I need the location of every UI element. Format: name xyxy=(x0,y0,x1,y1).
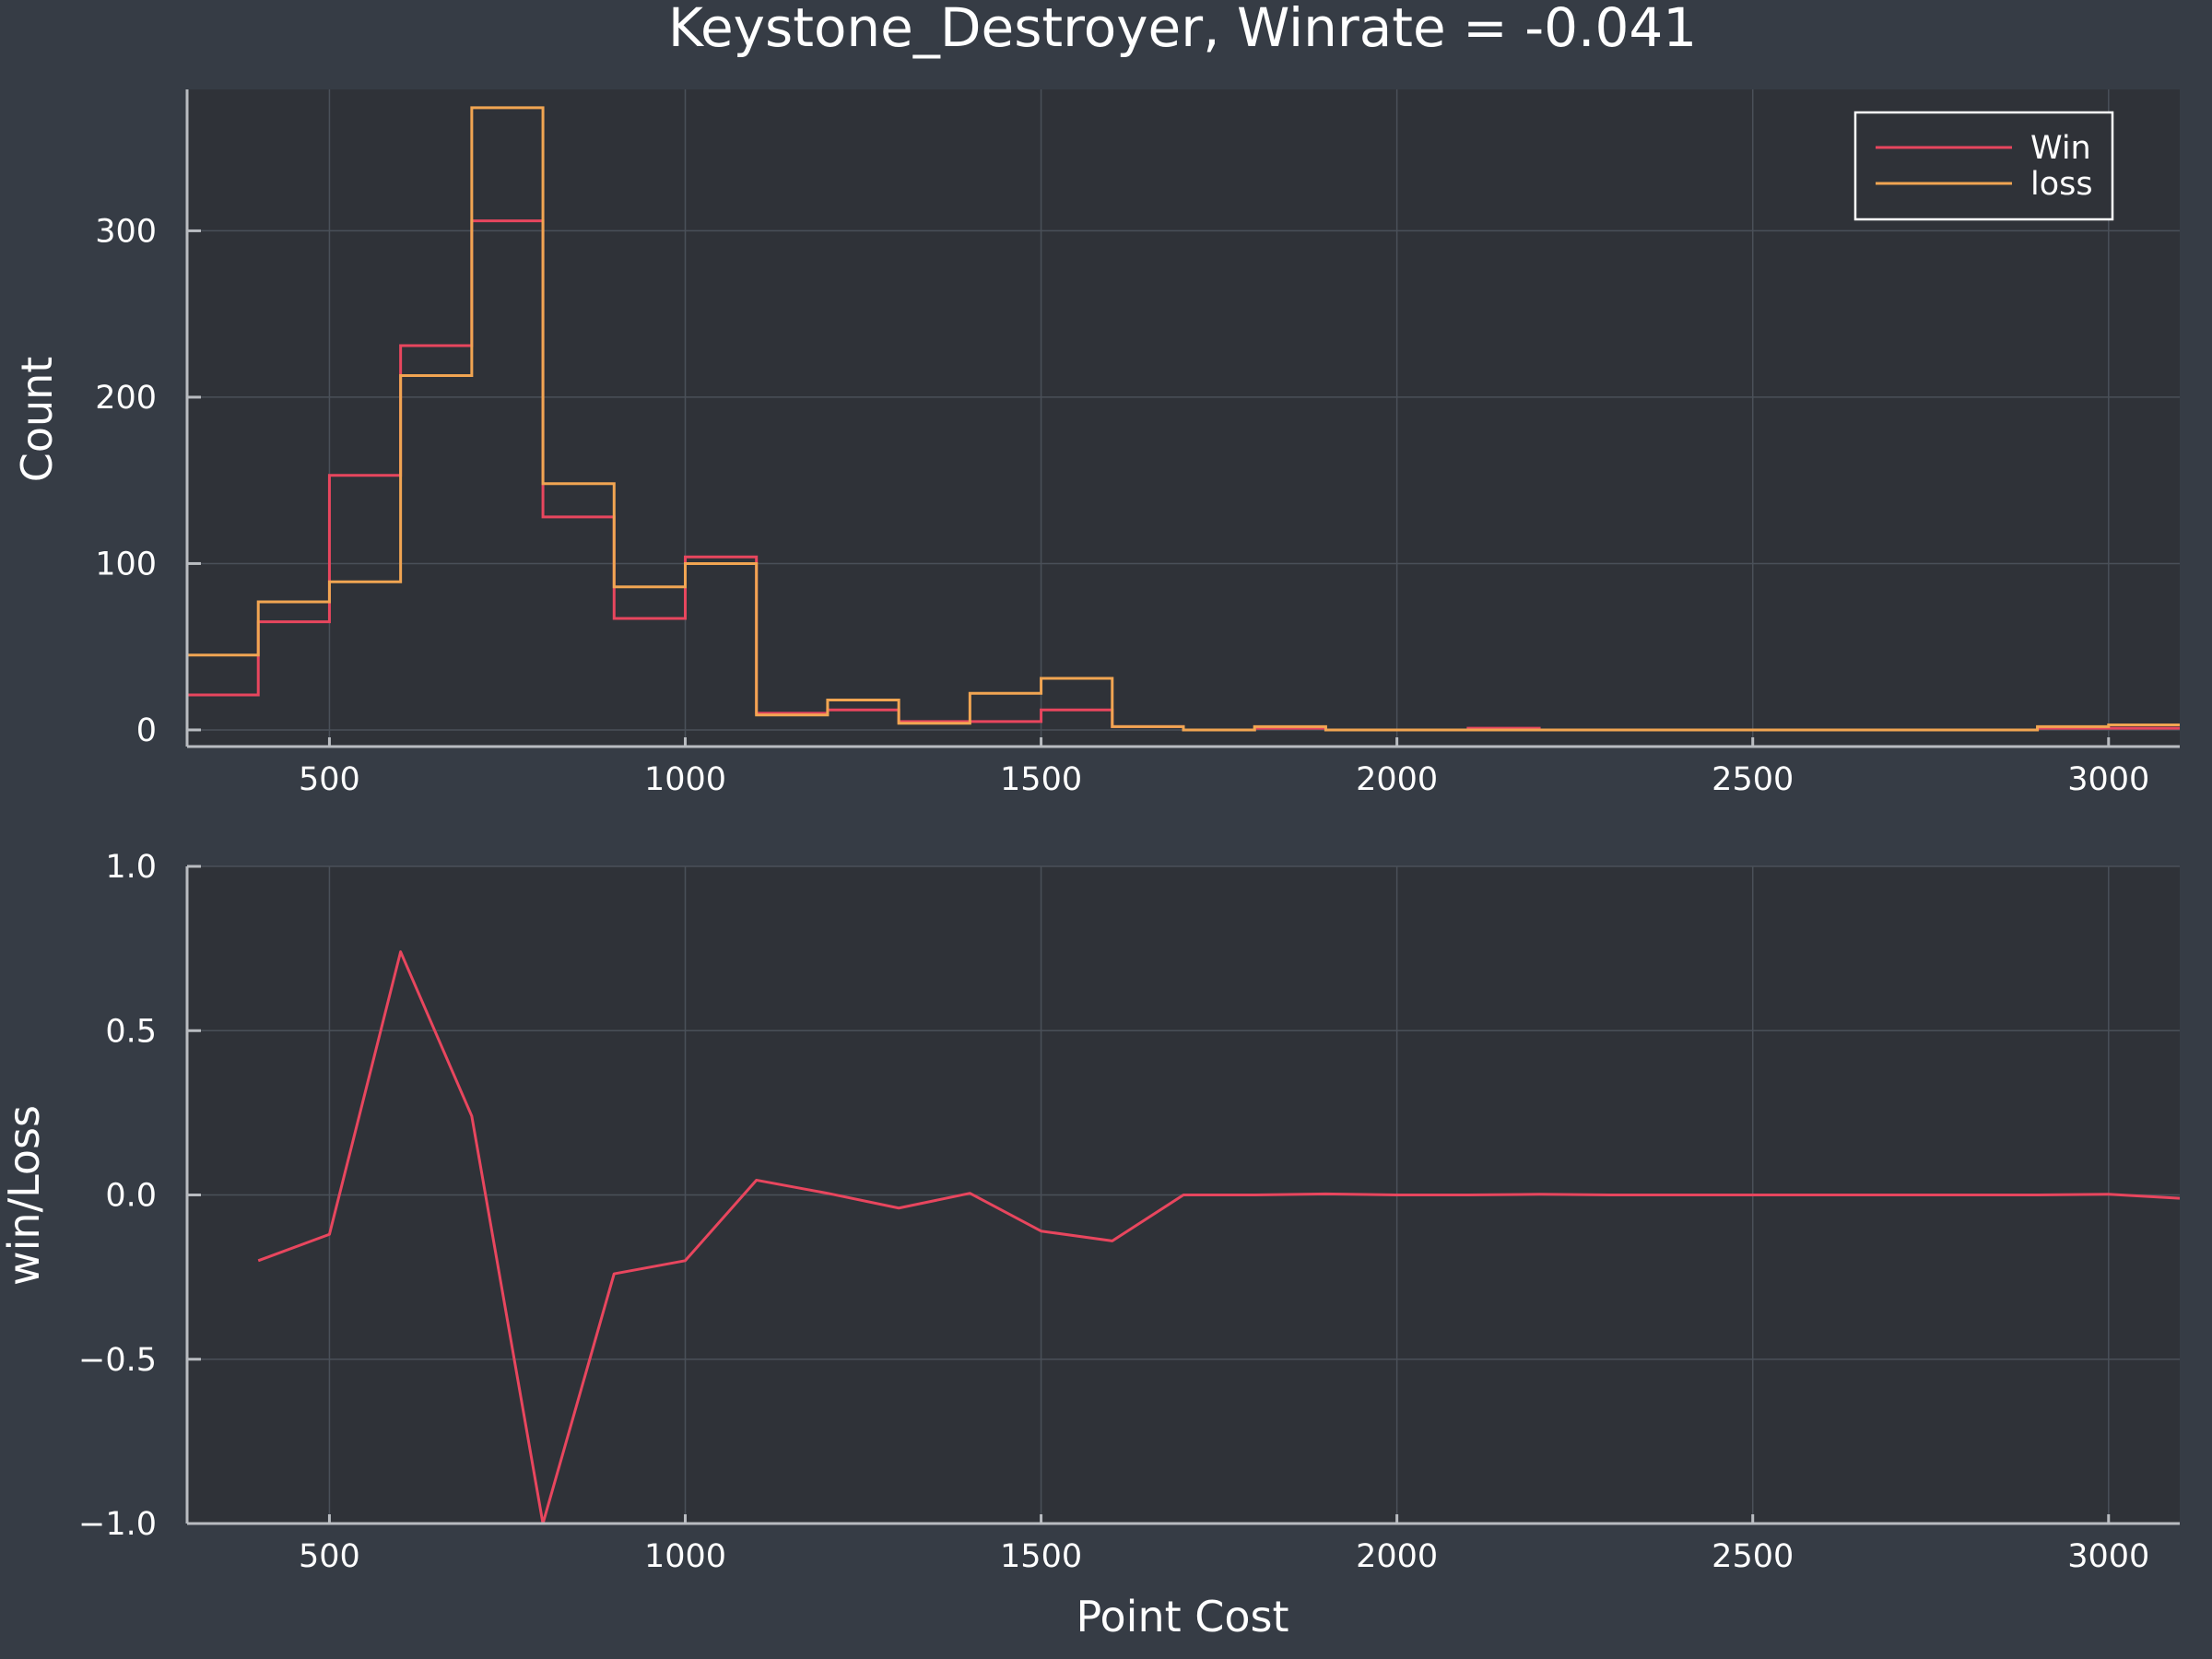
histogram-series-loss xyxy=(185,106,2180,732)
histogram-plot-area xyxy=(187,89,2180,747)
histogram-x-tick-label: 1500 xyxy=(1000,761,1082,798)
histogram-x-tick-label: 3000 xyxy=(2067,761,2149,798)
winloss-x-tick-label: 1000 xyxy=(644,1538,726,1575)
histogram-y-tick-label: 100 xyxy=(95,546,157,582)
legend-box xyxy=(1853,111,2114,221)
histogram-y-tick-label: 0 xyxy=(136,712,157,749)
histogram-y-label: Count xyxy=(12,357,62,483)
winloss-line xyxy=(257,950,2181,1525)
histogram-x-tick-label: 2500 xyxy=(1712,761,1794,798)
winloss-y-tick-label: 0.0 xyxy=(105,1178,157,1215)
legend-label-win: Win xyxy=(2030,130,2091,167)
histogram-x-ticks: 500 1000 1500 2000 2500 3000 xyxy=(299,737,2149,798)
winloss-x-tick-label: 1500 xyxy=(1000,1538,1082,1575)
histogram-series xyxy=(185,106,2180,732)
legend-label-loss: loss xyxy=(2030,166,2093,203)
winloss-x-label: Point Cost xyxy=(1076,1592,1288,1641)
histogram-panel: 500 1000 1500 2000 2500 3000 0 100 200 300 Count… xyxy=(12,89,2180,798)
winloss-y-label: win/Loss xyxy=(0,1105,49,1286)
histogram-y-ticks: 0 100 200 300 xyxy=(95,213,201,749)
winloss-x-tick-label: 2500 xyxy=(1712,1538,1794,1575)
histogram-y-tick-label: 200 xyxy=(95,380,157,417)
winloss-y-tick-label: −0.5 xyxy=(78,1342,157,1379)
winloss-x-tick-label: 2000 xyxy=(1356,1538,1438,1575)
histogram-x-tick-label: 500 xyxy=(299,761,360,798)
winloss-x-tick-label: 500 xyxy=(299,1538,360,1575)
winloss-x-tick-label: 3000 xyxy=(2067,1538,2149,1575)
winloss-panel: 500 1000 1500 2000 2500 3000 1.0 0.5 0.0 −0.5 −1.… xyxy=(0,849,2181,1641)
winloss-y-ticks: 1.0 0.5 0.0 −0.5 −1.0 xyxy=(78,849,201,1543)
histogram-x-tick-label: 2000 xyxy=(1356,761,1438,798)
winloss-y-tick-label: 0.5 xyxy=(105,1013,157,1050)
chart-title: Keystone_Destroyer, Winrate = -0.041 xyxy=(668,0,1697,59)
legend: Win loss xyxy=(1853,111,2114,221)
winloss-y-tick-label: 1.0 xyxy=(105,849,157,886)
histogram-x-tick-label: 1000 xyxy=(644,761,726,798)
winloss-series xyxy=(257,950,2181,1525)
winloss-x-ticks: 500 1000 1500 2000 2500 3000 xyxy=(299,1514,2149,1575)
histogram-y-tick-label: 300 xyxy=(95,213,157,250)
winloss-y-tick-label: −1.0 xyxy=(78,1506,157,1543)
